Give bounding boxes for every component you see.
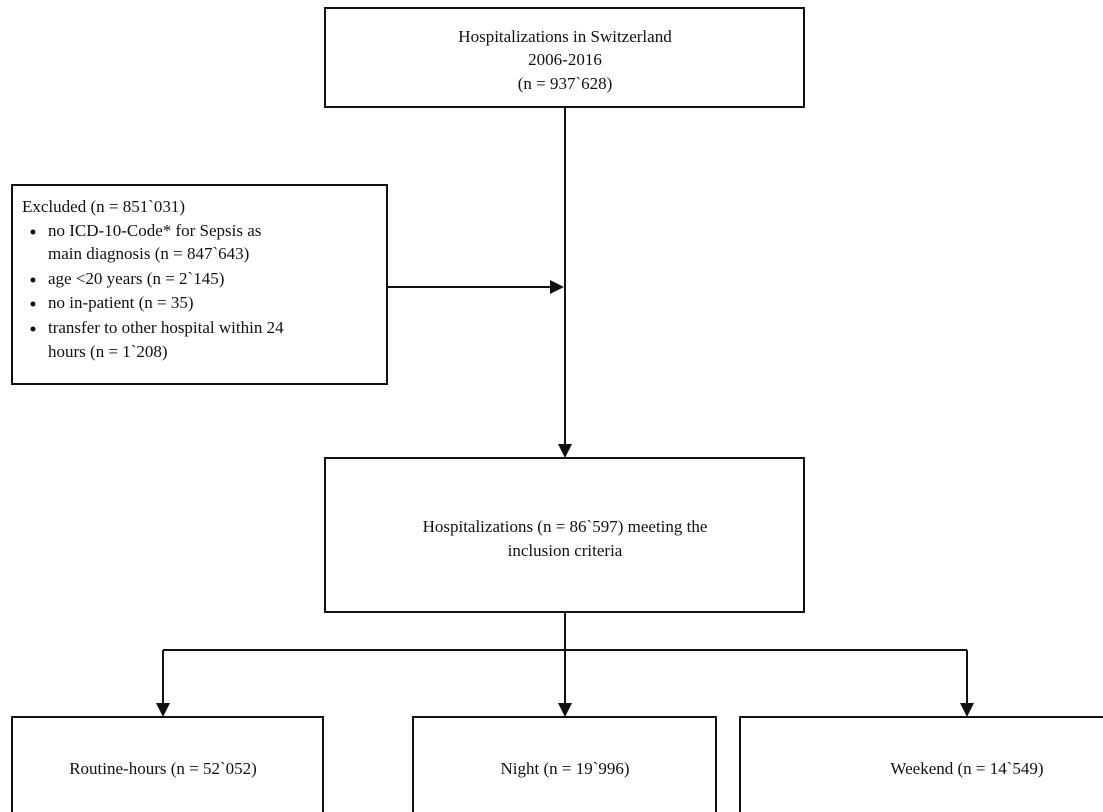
arrowhead bbox=[156, 703, 170, 717]
node-text: (n = 937`628) bbox=[518, 74, 613, 93]
node-text: Hospitalizations (n = 86`597) meeting th… bbox=[423, 517, 708, 536]
bullet-text: transfer to other hospital within 24 bbox=[48, 318, 284, 337]
bullet-text: no ICD-10-Code* for Sepsis as bbox=[48, 221, 261, 240]
node-text: 2006-2016 bbox=[528, 50, 602, 69]
bullet-text: hours (n = 1`208) bbox=[48, 342, 168, 361]
bullet-text: main diagnosis (n = 847`643) bbox=[48, 244, 249, 263]
node-box bbox=[11, 716, 324, 812]
bullet-text: age <20 years (n = 2`145) bbox=[48, 269, 224, 288]
node-box bbox=[11, 184, 388, 385]
arrowhead bbox=[960, 703, 974, 717]
arrowhead bbox=[550, 280, 564, 294]
bullet bbox=[30, 277, 36, 283]
node-text: Routine-hours (n = 52`052) bbox=[69, 759, 257, 778]
bullet bbox=[30, 229, 36, 235]
node-text: Hospitalizations in Switzerland bbox=[458, 27, 672, 46]
bullet-text: no in-patient (n = 35) bbox=[48, 293, 194, 312]
node-box bbox=[324, 7, 805, 108]
arrowhead bbox=[558, 703, 572, 717]
node-title: Excluded (n = 851`031) bbox=[22, 197, 185, 216]
bullet bbox=[30, 301, 36, 307]
node-text: inclusion criteria bbox=[508, 541, 623, 560]
node-text: Weekend (n = 14`549) bbox=[890, 759, 1043, 778]
node-box bbox=[412, 716, 717, 812]
arrowhead bbox=[558, 444, 572, 458]
node-box bbox=[739, 716, 1103, 812]
connectors bbox=[156, 107, 974, 717]
bullet bbox=[30, 326, 36, 332]
node-text: Night (n = 19`996) bbox=[500, 759, 629, 778]
node-box bbox=[324, 457, 805, 613]
